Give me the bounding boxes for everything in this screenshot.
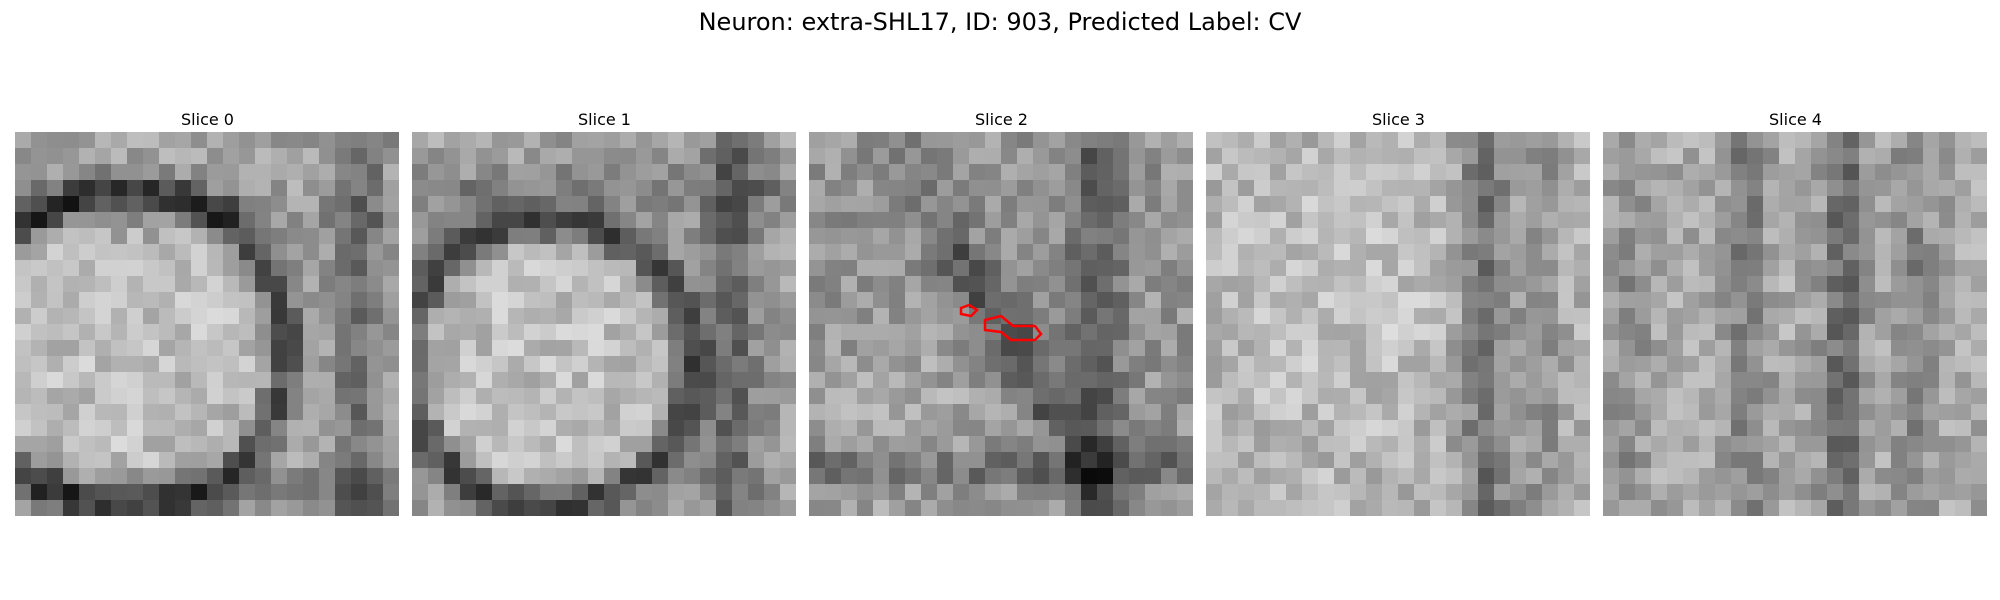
slice-image-3 <box>1206 132 1590 516</box>
slice-panel-3: Slice 3 <box>1206 108 1591 516</box>
slice-title: Slice 4 <box>1769 110 1822 129</box>
slice-image-4 <box>1603 132 1987 516</box>
figure-title: Neuron: extra-SHL17, ID: 903, Predicted … <box>698 8 1302 36</box>
slice-title: Slice 2 <box>975 110 1028 129</box>
slice-title: Slice 0 <box>181 110 234 129</box>
slice-panel-4: Slice 4 <box>1603 108 1988 516</box>
slice-image-2 <box>809 132 1193 516</box>
slice-image-1 <box>412 132 796 516</box>
slice-panel-1: Slice 1 <box>412 108 797 516</box>
slice-title: Slice 3 <box>1372 110 1425 129</box>
slice-image-0 <box>15 132 399 516</box>
slice-title: Slice 1 <box>578 110 631 129</box>
slice-panel-2: Slice 2 <box>809 108 1194 516</box>
slice-panel-0: Slice 0 <box>15 108 400 516</box>
